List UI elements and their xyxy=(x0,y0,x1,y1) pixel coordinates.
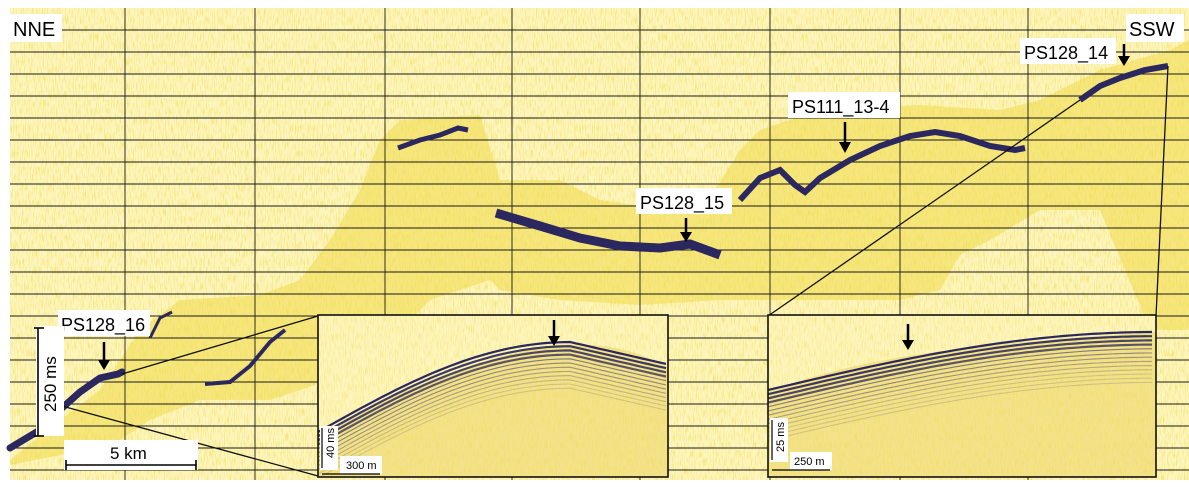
inset-left-reflector xyxy=(318,340,667,433)
station-label-ps111-13-4: PS111_13-4 xyxy=(792,97,889,118)
direction-left: NNE xyxy=(10,14,62,42)
inset-left-reflector xyxy=(318,358,667,450)
inset-right-reflector xyxy=(768,360,1152,420)
station-ps128-15: PS128_15 xyxy=(636,188,732,242)
station-ps128-16: PS128_16 xyxy=(58,310,150,370)
inset-left-reflector xyxy=(318,375,667,467)
inset-right-arrow-icon xyxy=(902,324,914,350)
inset-left-reflector xyxy=(318,362,667,454)
main-horizontal-scale-label: 5 km xyxy=(110,444,147,463)
station-ps111-13-4: PS111_13-4 xyxy=(788,92,900,153)
inset-right xyxy=(767,314,1157,478)
arrow-head-icon xyxy=(839,142,851,153)
inset-left-horizontal-scale: 300 m xyxy=(322,456,382,475)
inset-left-reflector xyxy=(318,383,667,475)
main-vertical-scale: 250 ms xyxy=(34,326,64,437)
direction-right-label: SSW xyxy=(1129,19,1175,41)
station-ps128-14: PS128_14 xyxy=(1020,38,1130,66)
inset-left-arrow-icon xyxy=(548,320,560,346)
inset-right-reflector xyxy=(768,343,1152,404)
inset-left-vertical-scale: 40 ms xyxy=(320,426,338,470)
inset-right-vertical-scale: 25 ms xyxy=(770,418,788,462)
inset-right-horizontal-scale: 250 m xyxy=(772,452,832,471)
inset-left-reflector xyxy=(318,379,667,471)
arrow-head-icon xyxy=(98,360,110,370)
inset-right-reflector xyxy=(768,381,1152,441)
inset-right-reflector xyxy=(768,377,1152,437)
inset-left-reflector xyxy=(318,349,667,442)
station-label-ps128-16: PS128_16 xyxy=(61,315,145,336)
inset-right-horizontal-label: 250 m xyxy=(794,456,825,468)
inset-left-horizontal-label: 300 m xyxy=(346,460,377,472)
inset-left-vertical-label: 40 ms xyxy=(325,428,337,458)
inset-right-reflector xyxy=(768,352,1152,412)
inset-right-reflector xyxy=(768,373,1152,433)
inset-right-reflector xyxy=(768,330,1152,392)
inset-left-reflector xyxy=(318,345,667,438)
inset-left-layers xyxy=(318,340,667,477)
inset-right-reflector xyxy=(768,348,1152,408)
arrow-head-icon xyxy=(1118,56,1130,66)
inset-right-reflector xyxy=(768,365,1152,425)
inset-left-reflector xyxy=(318,370,667,462)
inset-right-vertical-label: 25 ms xyxy=(775,422,787,452)
inset-right-reflector xyxy=(768,356,1152,416)
station-label-ps128-15: PS128_15 xyxy=(640,193,724,214)
main-vertical-scale-label: 250 ms xyxy=(41,356,60,412)
inset-left-reflector xyxy=(319,387,667,477)
inset-right-reflector xyxy=(768,369,1152,429)
direction-left-label: NNE xyxy=(13,19,55,41)
inset-left-reflector xyxy=(318,353,667,446)
inset-left-reflector xyxy=(318,366,667,458)
inset-right-reflector xyxy=(768,335,1152,396)
inset-left xyxy=(317,314,669,478)
inset-right-reflector xyxy=(768,339,1152,400)
station-label-ps128-14: PS128_14 xyxy=(1024,43,1108,64)
main-horizontal-scale: 5 km xyxy=(64,440,198,470)
direction-right: SSW xyxy=(1126,14,1184,42)
arrow-head-icon xyxy=(680,232,692,242)
inset-right-layers xyxy=(768,330,1152,441)
